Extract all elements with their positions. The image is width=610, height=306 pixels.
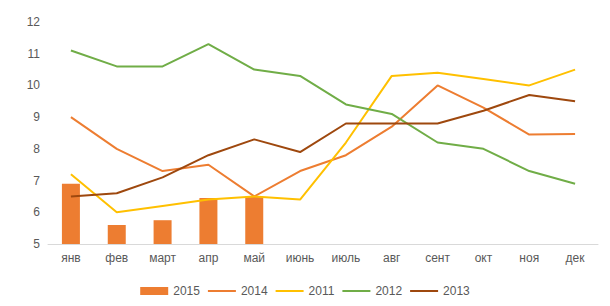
svg-text:2013: 2013 [443, 284, 470, 298]
svg-text:11: 11 [28, 47, 41, 61]
svg-text:сент: сент [425, 251, 450, 265]
svg-text:окт: окт [475, 251, 493, 265]
svg-text:2011: 2011 [309, 284, 335, 298]
svg-text:янв: янв [61, 251, 81, 265]
svg-text:8: 8 [33, 142, 40, 156]
svg-text:10: 10 [27, 78, 41, 92]
svg-text:июль: июль [332, 251, 361, 265]
svg-text:апр: апр [198, 251, 218, 265]
svg-text:июнь: июнь [286, 251, 315, 265]
svg-text:2012: 2012 [375, 284, 402, 298]
svg-text:май: май [243, 251, 265, 265]
svg-text:9: 9 [33, 110, 40, 124]
svg-text:2015: 2015 [173, 284, 200, 298]
svg-text:авг: авг [383, 251, 401, 265]
svg-text:ноя: ноя [519, 251, 539, 265]
svg-text:12: 12 [27, 15, 41, 29]
svg-text:дек: дек [566, 251, 586, 265]
svg-text:5: 5 [33, 237, 40, 251]
svg-text:7: 7 [33, 174, 40, 188]
svg-text:фев: фев [105, 251, 128, 265]
svg-text:март: март [149, 251, 176, 265]
svg-text:6: 6 [33, 205, 40, 219]
svg-text:2014: 2014 [241, 284, 268, 298]
